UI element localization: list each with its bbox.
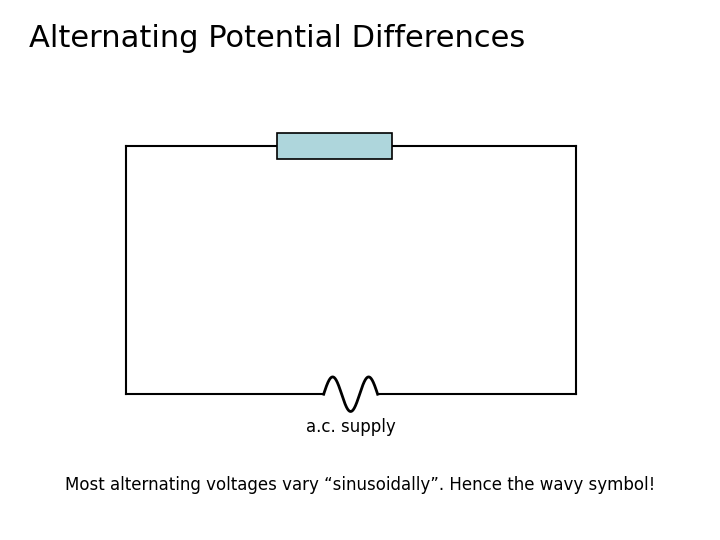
Text: a.c. supply: a.c. supply bbox=[306, 418, 395, 436]
Text: Alternating Potential Differences: Alternating Potential Differences bbox=[29, 24, 525, 53]
FancyBboxPatch shape bbox=[277, 133, 392, 159]
Text: Most alternating voltages vary “sinusoidally”. Hence the wavy symbol!: Most alternating voltages vary “sinusoid… bbox=[65, 476, 655, 494]
